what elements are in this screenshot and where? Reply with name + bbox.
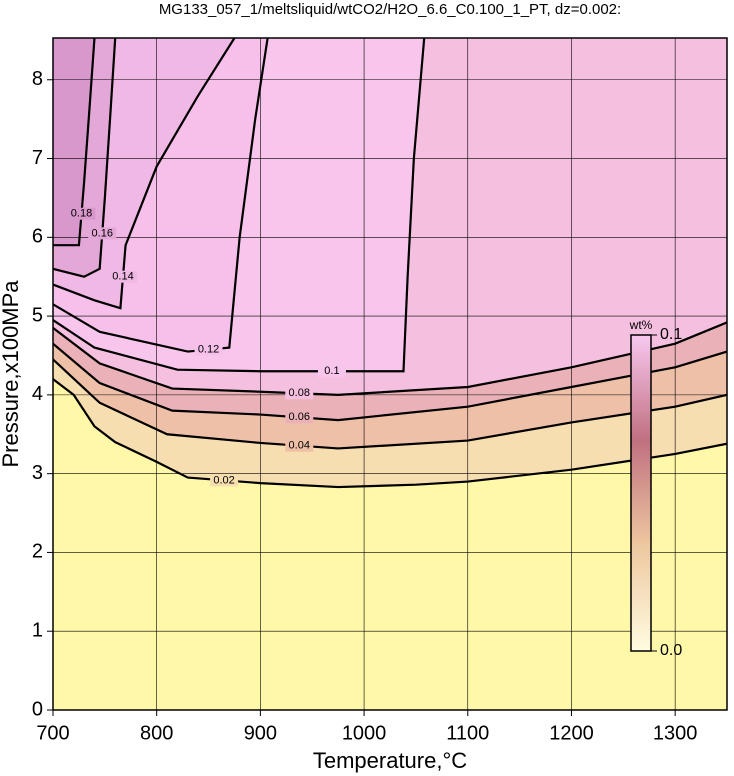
colorbar-tick-label: 0.1 — [660, 326, 682, 343]
x-tick-label: 700 — [36, 722, 69, 744]
contour-label-bg — [194, 343, 223, 356]
y-tick-label: 7 — [32, 147, 43, 169]
contour-fill — [53, 38, 95, 246]
x-tick-label: 1100 — [446, 722, 489, 744]
contour-label: 0.18 — [71, 208, 92, 220]
plot-frame — [52, 37, 728, 711]
y-tick-label: 2 — [32, 541, 43, 563]
x-axis-label: Temperature,°C — [313, 748, 467, 773]
chart-title: MG133_057_1/meltsliquid/wtCO2/H2O_6.6_C0… — [159, 1, 621, 18]
colorbar — [630, 334, 652, 652]
y-tick-label: 3 — [32, 462, 43, 484]
y-axis-label: Pressure,x100MPa — [0, 280, 23, 468]
x-tick-label: 1000 — [342, 722, 387, 744]
contour-label: 0.02 — [213, 474, 234, 486]
plot-area: 0.02 0.04 0.06 0.08 0.1 0.12 0.14 0.160.18 — [53, 38, 727, 710]
x-tick-label: 1200 — [549, 722, 594, 744]
colorbar-tick-label: 0.0 — [660, 642, 682, 659]
contour-line — [53, 38, 269, 353]
contour-label: 0.16 — [92, 227, 113, 239]
contour-label-bg — [317, 365, 346, 378]
x-tick-label: 1300 — [653, 722, 698, 744]
x-tick-label: 800 — [140, 722, 173, 744]
contour-label: 0.1 — [324, 365, 339, 377]
contour-label-bg — [108, 270, 137, 283]
contour-label-bg — [285, 387, 314, 400]
contour-label: 0.06 — [289, 411, 310, 423]
contour-label-bg — [285, 411, 314, 424]
contour-label-bg — [67, 207, 96, 220]
colorbar-label: wt% — [629, 318, 653, 332]
y-tick-label: 5 — [32, 304, 43, 326]
contour-label: 0.14 — [112, 271, 133, 283]
x-tick-label: 900 — [244, 722, 277, 744]
contour-label-bg — [210, 474, 239, 487]
contour-label: 0.08 — [289, 387, 310, 399]
contour-label: 0.04 — [289, 440, 310, 452]
contour-label: 0.12 — [198, 343, 219, 355]
contour-line — [53, 38, 96, 247]
y-tick-label: 8 — [32, 68, 43, 90]
y-tick-label: 0 — [32, 698, 43, 720]
contour-line — [53, 38, 236, 310]
y-tick-label: 1 — [32, 620, 43, 642]
contour-line — [53, 378, 727, 489]
y-tick-label: 6 — [32, 226, 43, 248]
contour-label-bg — [285, 439, 314, 452]
contour-label-bg — [88, 227, 117, 240]
y-tick-label: 4 — [32, 383, 43, 405]
